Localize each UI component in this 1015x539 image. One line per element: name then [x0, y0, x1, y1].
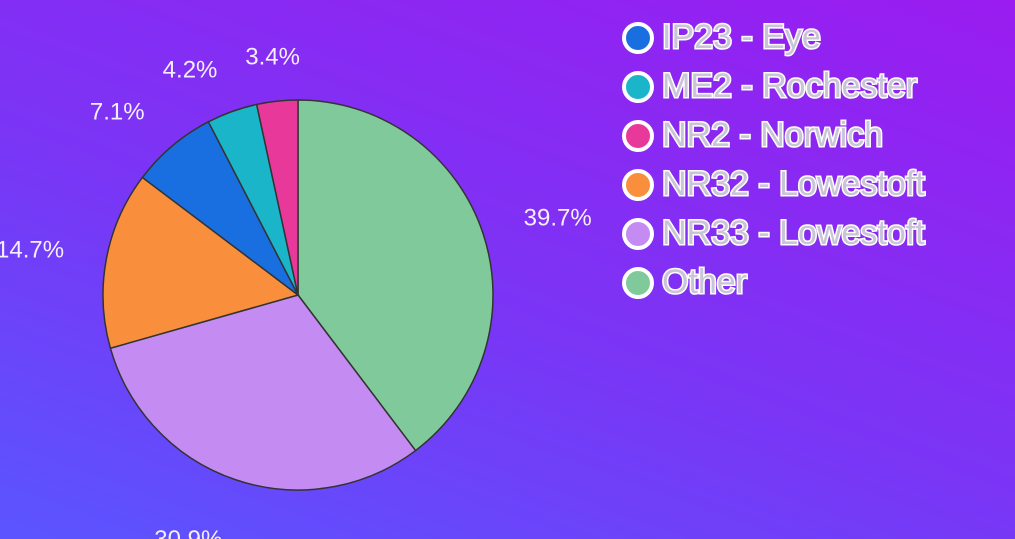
legend-label: Other	[662, 263, 747, 301]
pie-slice	[255, 99, 299, 296]
legend-swatch	[622, 267, 654, 299]
legend-label: NR32 - Lowestoft	[662, 165, 925, 203]
legend-label: NR33 - Lowestoft	[662, 214, 925, 252]
value-label: 30.9%	[154, 526, 222, 539]
value-label: 39.7%	[524, 205, 592, 232]
value-label: 7.1%	[90, 98, 145, 125]
pie-slice	[102, 176, 300, 350]
legend-swatch	[622, 22, 654, 54]
value-label: 4.2%	[163, 56, 218, 83]
value-label: 14.7%	[0, 236, 64, 263]
value-label: 3.4%	[245, 44, 300, 71]
legend-label: ME2 - Rochester	[662, 67, 917, 105]
legend-swatch	[622, 120, 654, 152]
legend-swatch	[622, 218, 654, 250]
legend-swatch	[622, 71, 654, 103]
legend-label: NR2 - Norwich	[662, 116, 883, 154]
legend-label: IP23 - Eye	[662, 18, 821, 56]
legend-swatch	[622, 169, 654, 201]
pie-slice	[297, 99, 494, 452]
pie-slice	[109, 294, 417, 491]
